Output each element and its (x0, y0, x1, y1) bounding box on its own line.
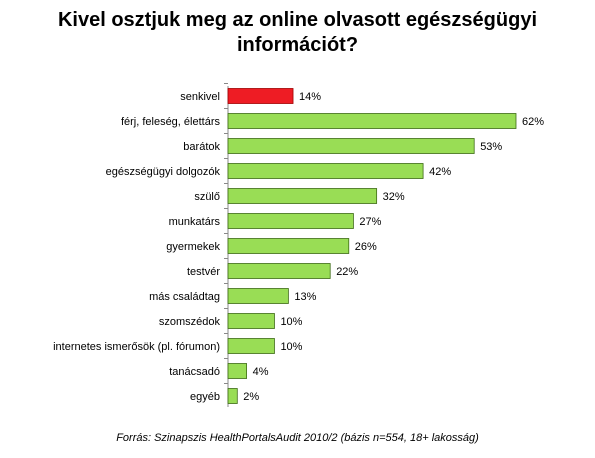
bar (227, 238, 350, 254)
bar (227, 363, 247, 379)
bar (227, 263, 331, 279)
category-label: szülő (194, 191, 220, 203)
value-label: 32% (383, 191, 405, 203)
category-label: internetes ismerősök (pl. fórumon) (53, 341, 220, 353)
bar (227, 313, 275, 329)
category-label: gyermekek (166, 241, 220, 253)
bar (227, 213, 354, 229)
chart-title: Kivel osztjuk meg az online olvasott egé… (0, 8, 595, 58)
bar (227, 288, 289, 304)
value-label: 27% (359, 216, 381, 228)
value-label: 4% (253, 366, 269, 378)
value-label: 26% (355, 241, 377, 253)
bar (227, 113, 517, 129)
bar (227, 88, 294, 104)
category-label: barátok (183, 141, 220, 153)
bar (227, 338, 275, 354)
category-label: munkatárs (169, 216, 221, 228)
value-label: 13% (294, 291, 316, 303)
value-label: 14% (299, 91, 321, 103)
category-label: férj, feleség, élettárs (121, 116, 221, 128)
chart-title-line-2: információt? (236, 34, 359, 56)
bar (227, 188, 378, 204)
value-label: 10% (280, 341, 302, 353)
chart-title-line-1: Kivel osztjuk meg az online olvasott egé… (57, 9, 537, 31)
category-label: testvér (187, 266, 220, 278)
bar (227, 388, 238, 404)
category-label: más családtag (149, 291, 220, 303)
value-label: 42% (429, 166, 451, 178)
value-label: 22% (336, 266, 358, 278)
source-note: Forrás: Szinapszis HealthPortalsAudit 20… (116, 432, 479, 444)
value-label: 10% (280, 316, 302, 328)
category-label: senkivel (180, 91, 220, 103)
category-label: egészségügyi dolgozók (106, 166, 221, 178)
category-label: szomszédok (159, 316, 221, 328)
bar (227, 163, 424, 179)
bar-chart: senkivel 14% férj, feleség, élettárs 62% bar… (53, 83, 544, 407)
bar (227, 138, 475, 154)
value-label: 2% (243, 391, 259, 403)
value-label: 62% (522, 116, 544, 128)
value-label: 53% (480, 141, 502, 153)
category-label: tanácsadó (169, 366, 220, 378)
category-label: egyéb (190, 391, 220, 403)
